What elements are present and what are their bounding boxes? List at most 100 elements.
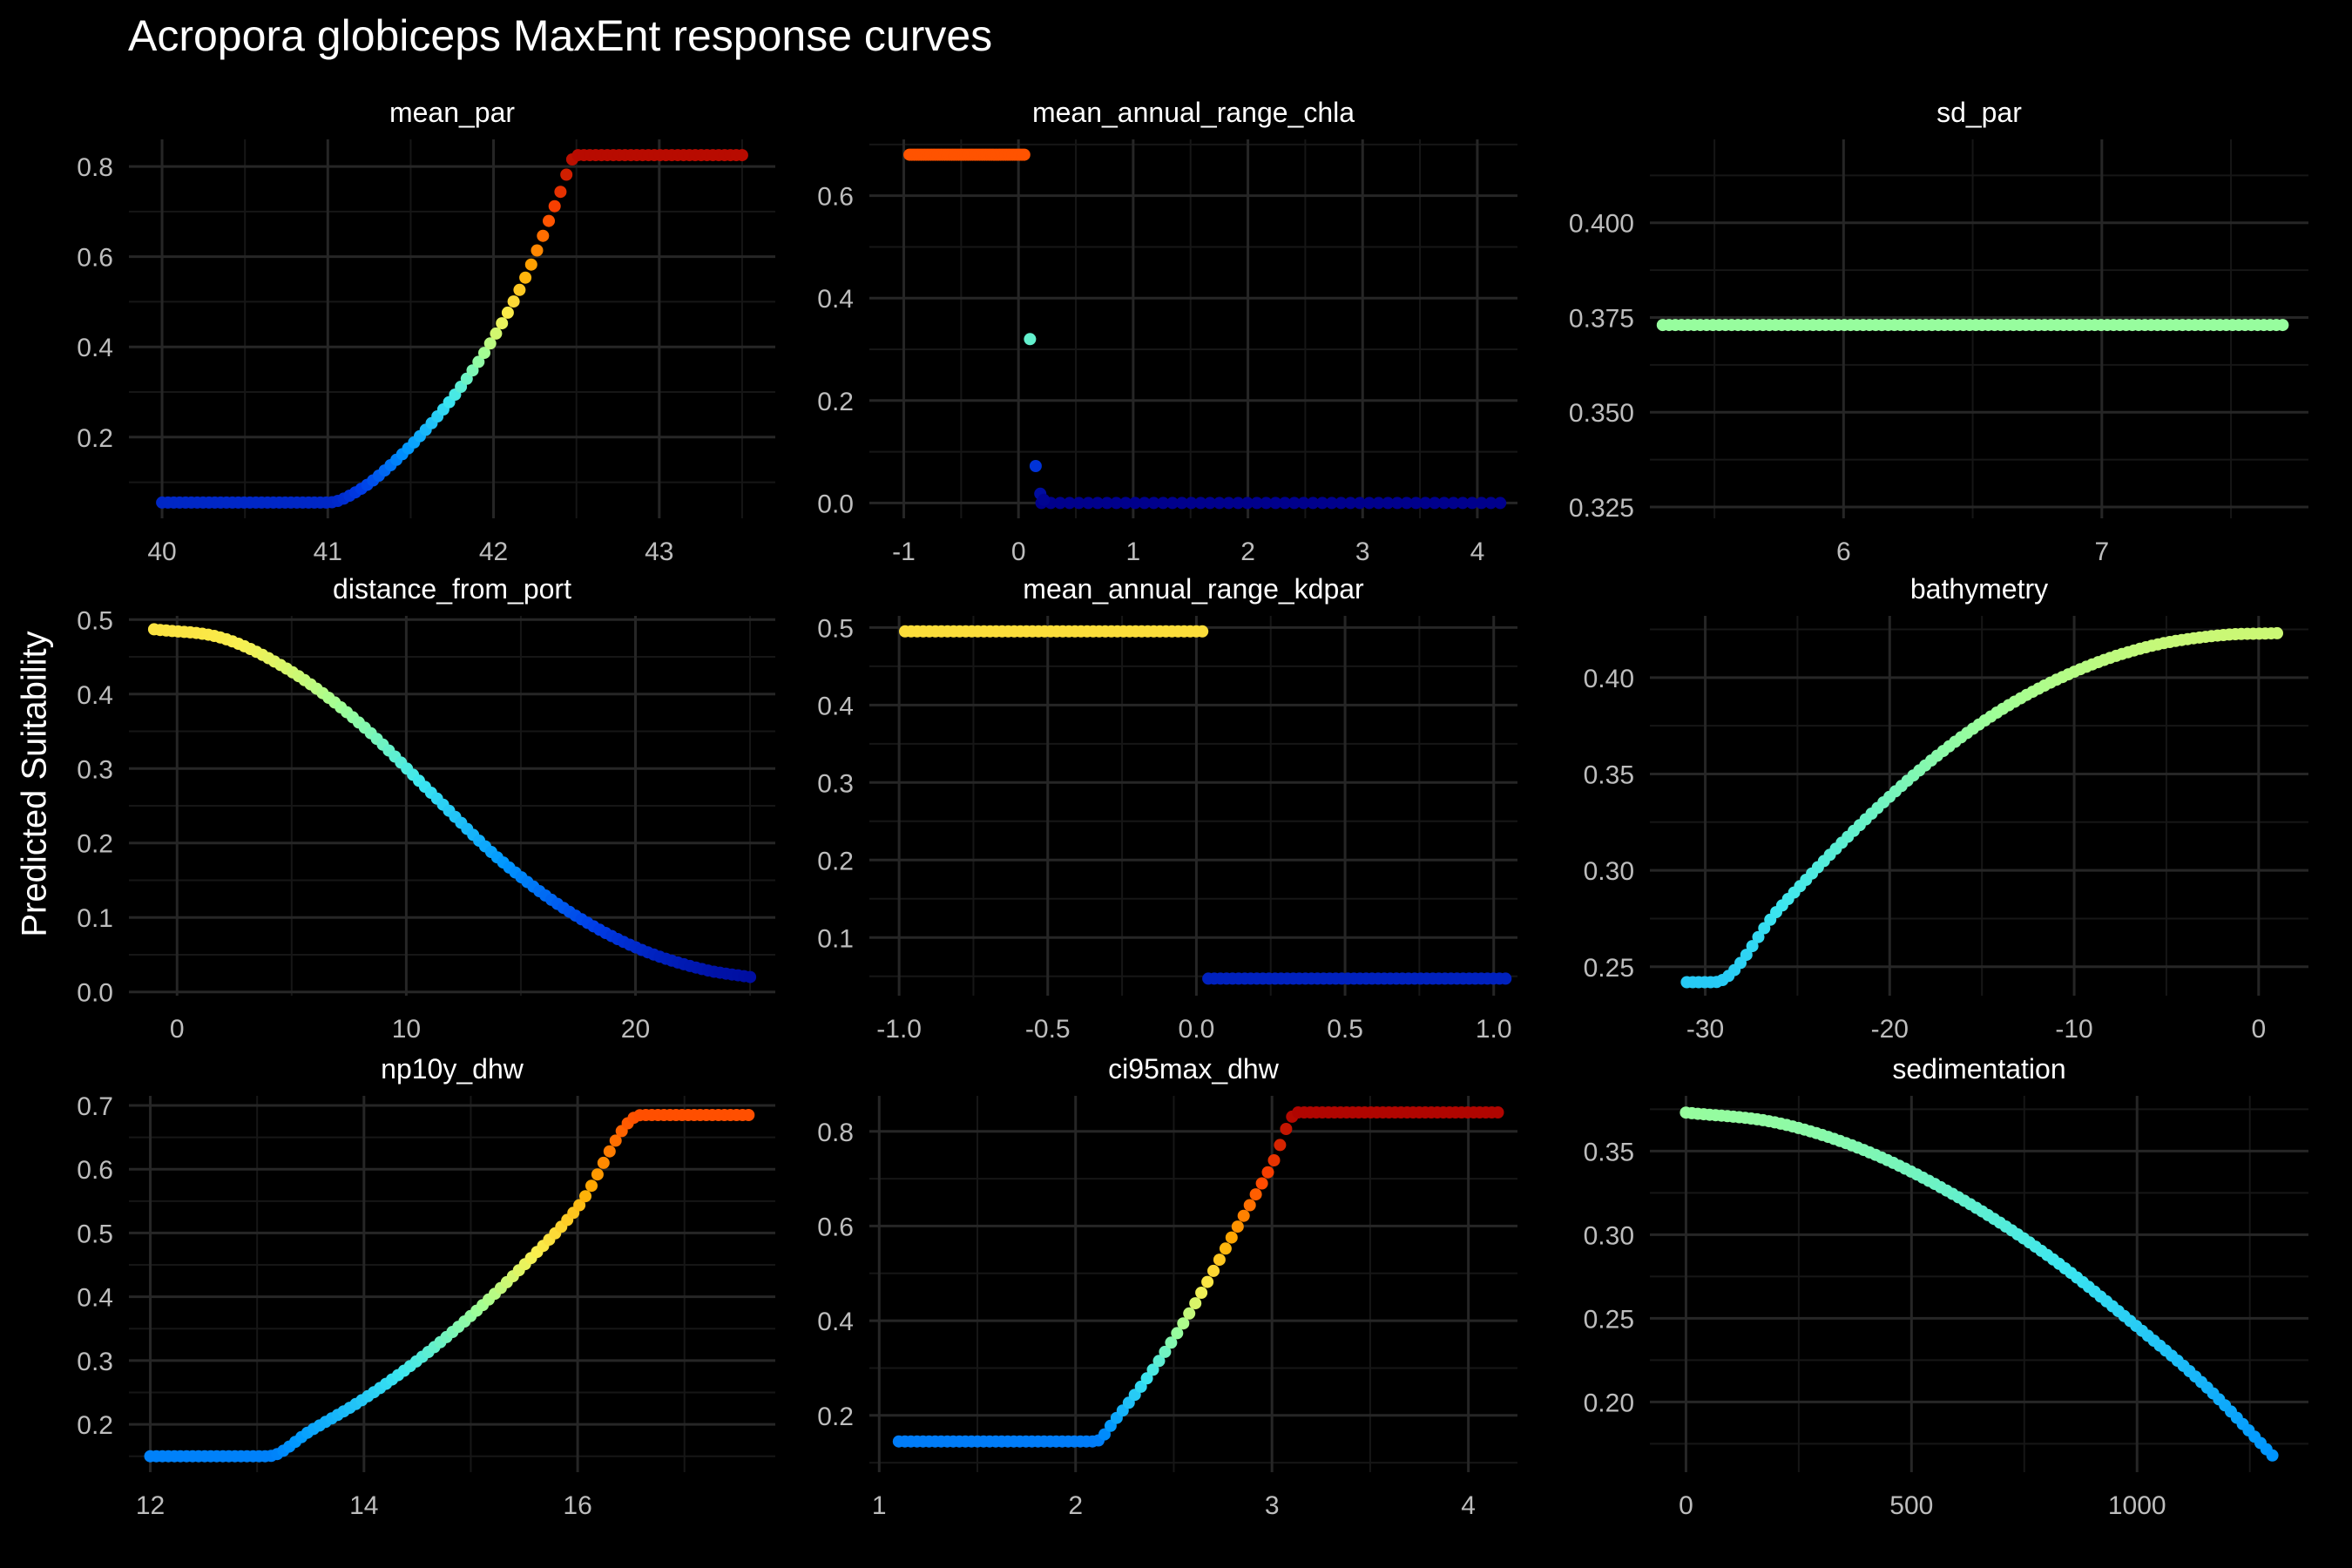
data-point [1152,1355,1166,1368]
data-point [609,1134,622,1147]
y-tick-label: 0.1 [77,904,113,933]
data-point [1017,148,1031,161]
y-tick-label: 0.25 [1584,1305,1634,1334]
data-point [1255,1177,1268,1190]
y-tick-label: 0.4 [817,1308,854,1336]
data-point [1147,497,1160,510]
data-point [1194,497,1207,510]
y-tick-label: 0.25 [1584,954,1634,983]
y-tick-label: 0.3 [77,755,113,784]
data-point [1344,497,1357,510]
panel-title: distance_from_port [333,573,571,605]
y-tick-label: 0.4 [817,285,854,314]
data-point [1325,497,1338,510]
x-tick-label: 1 [1126,537,1141,566]
data-point [1098,1428,1111,1441]
panel-title: np10y_dhw [381,1053,524,1085]
data-point [543,214,555,227]
data-point [1237,1209,1250,1222]
panel-bathymetry: bathymetry -30 -20 -10 0 0.25 0.30 0.35 0.40 [1584,573,2308,1044]
data-point [1274,1139,1287,1152]
data-point [573,1199,586,1212]
x-tick-label: 1000 [2108,1491,2166,1520]
data-point [1175,497,1188,510]
data-point [1222,497,1235,510]
x-tick-label: 1.0 [1476,1015,1512,1044]
data-point [1037,493,1051,506]
x-tick-label: 40 [147,537,176,566]
data-point [1307,497,1320,510]
panel-title: sd_par [1936,97,2022,128]
panel-title: ci95max_dhw [1108,1053,1280,1085]
data-point [1171,1327,1184,1340]
data-point [1213,497,1226,510]
data-point [1082,497,1095,510]
data-point [1740,949,1753,962]
y-tick-label: 0.5 [77,1220,113,1248]
data-point [1138,497,1151,510]
data-point [478,347,490,360]
data-point [579,1190,591,1203]
data-point [1100,497,1113,510]
data-point [1269,497,1282,510]
data-point [548,199,561,213]
data-point [1372,497,1385,510]
data-point [1250,497,1263,510]
x-tick-label: -30 [1686,1015,1724,1044]
y-tick-label: 0.325 [1569,494,1634,523]
x-tick-label: -1 [892,537,916,566]
panel-sedimentation: sedimentation 0 500 1000 0.20 0.25 0.30 0.35 [1584,1053,2308,1520]
data-point [1746,940,1759,953]
x-tick-label: 16 [563,1491,591,1520]
data-point [1232,497,1245,510]
data-point [1054,497,1066,510]
y-tick-label: 0.8 [77,153,113,182]
data-point [1140,1372,1153,1385]
data-point [1243,1199,1256,1212]
data-point [1029,460,1042,472]
y-tick-label: 0.6 [77,1156,113,1185]
y-tick-label: 0.30 [1584,1221,1634,1250]
y-tick-label: 0.375 [1569,304,1634,333]
x-tick-label: 6 [1836,537,1851,566]
y-tick-label: 0.7 [77,1092,113,1121]
data-point [531,244,544,257]
data-point [1382,497,1395,510]
y-tick-label: 0.5 [77,606,113,635]
x-tick-label: 0 [170,1015,185,1044]
y-tick-label: 0.0 [77,979,113,1008]
y-tick-label: 0.400 [1569,210,1634,239]
y-tick-label: 0.30 [1584,857,1634,886]
data-point [1204,497,1216,510]
data-point [1391,497,1403,510]
y-tick-label: 0.6 [817,1213,854,1241]
y-tick-label: 0.2 [77,1411,113,1440]
x-tick-label: 20 [621,1015,650,1044]
data-point [1437,497,1450,510]
data-point [1225,1231,1238,1244]
data-point [1189,1297,1202,1310]
y-tick-label: 0.3 [817,769,854,798]
data-point [1146,1363,1159,1376]
data-point [483,337,497,350]
panel-mean_annual_range_kdpar: mean_annual_range_kdpar -1.0 -0.5 0.0 0.5 1.0… [817,573,1517,1044]
data-point [513,283,526,296]
data-point [1419,497,1432,510]
data-point [735,149,748,162]
panel-title: bathymetry [1910,573,2048,605]
x-tick-label: 0 [2251,1015,2266,1044]
data-point [1280,1123,1293,1135]
y-tick-label: 0.35 [1584,1138,1634,1166]
y-tick-label: 0.20 [1584,1389,1634,1417]
data-point [1758,922,1771,935]
x-tick-label: 14 [349,1491,378,1520]
data-point [585,1179,598,1193]
data-point [560,168,573,181]
x-tick-label: 2 [1240,537,1255,566]
x-tick-label: 0 [1679,1491,1693,1520]
y-tick-label: 0.2 [77,424,113,453]
x-tick-label: 0 [1011,537,1026,566]
data-point [1024,333,1037,346]
data-point [1354,497,1366,510]
y-tick-label: 0.35 [1584,760,1634,789]
